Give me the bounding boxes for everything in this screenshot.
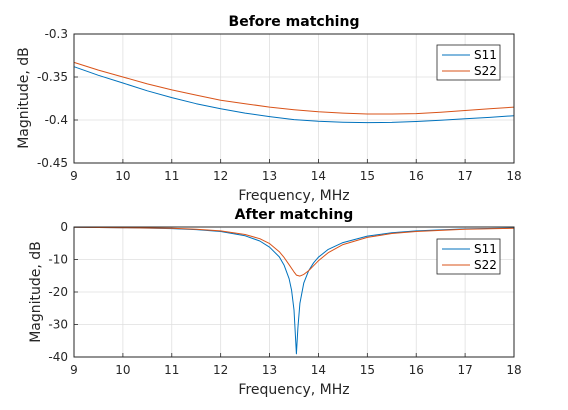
series-line-s22 xyxy=(73,226,515,277)
y-tick-label: -0.45 xyxy=(37,156,68,170)
legend-box xyxy=(436,238,501,275)
y-axis-label: Magnitude, dB xyxy=(28,241,44,343)
x-tick-label: 16 xyxy=(409,169,424,183)
x-axis-label: Frequency, MHz xyxy=(238,382,349,398)
x-tick-label: 10 xyxy=(115,363,130,377)
series-lines xyxy=(73,61,515,124)
x-tick-label: 9 xyxy=(70,169,78,183)
legend-label-s22: S22 xyxy=(474,258,497,272)
x-tick-label: 12 xyxy=(213,169,228,183)
y-tick-label: -40 xyxy=(48,350,68,364)
x-tick-labels: 9 10 11 12 13 14 15 16 17 18 xyxy=(70,169,521,183)
legend: S11 S22 xyxy=(436,238,501,275)
axes-box xyxy=(73,226,515,358)
x-tick-label: 16 xyxy=(409,363,424,377)
x-tick-label: 14 xyxy=(311,169,326,183)
y-tick-label: -20 xyxy=(48,285,68,299)
y-tick-labels: 0 -10 -20 -30 -40 xyxy=(48,220,68,364)
legend-label-s22: S22 xyxy=(474,64,497,78)
series-lines xyxy=(73,226,515,355)
x-tick-label: 13 xyxy=(262,169,277,183)
x-tick-label: 17 xyxy=(457,169,472,183)
chart-title: After matching xyxy=(235,207,354,223)
x-axis-label: Frequency, MHz xyxy=(238,188,349,204)
axes-box xyxy=(73,33,515,164)
series-line-s11 xyxy=(73,66,515,124)
y-tick-label: 0 xyxy=(60,220,68,234)
x-tick-label: 14 xyxy=(311,363,326,377)
x-tick-label: 17 xyxy=(457,363,472,377)
legend-box xyxy=(436,44,501,81)
y-tick-label: -0.4 xyxy=(45,113,68,127)
x-tick-label: 15 xyxy=(360,363,375,377)
chart-title: Before matching xyxy=(229,14,360,30)
x-tick-label: 9 xyxy=(70,363,78,377)
x-tick-label: 12 xyxy=(213,363,228,377)
x-tick-labels: 9 10 11 12 13 14 15 16 17 18 xyxy=(70,363,521,377)
x-tick-label: 18 xyxy=(506,169,521,183)
legend-label-s11: S11 xyxy=(474,48,497,62)
x-tick-label: 15 xyxy=(360,169,375,183)
x-tick-label: 11 xyxy=(164,169,179,183)
x-tick-label: 11 xyxy=(164,363,179,377)
x-tick-label: 10 xyxy=(115,169,130,183)
x-tick-label: 18 xyxy=(506,363,521,377)
bottom-plot: 9 10 11 12 13 14 15 16 17 18 0 -10 -20 -30 -40 After … xyxy=(28,207,522,398)
y-tick-label: -0.3 xyxy=(45,27,68,41)
y-tick-label: -0.35 xyxy=(37,70,68,84)
legend-label-s11: S11 xyxy=(474,242,497,256)
legend: S11 S22 xyxy=(436,44,501,81)
y-tick-label: -10 xyxy=(48,253,68,267)
series-line-s11 xyxy=(73,226,515,355)
x-tick-label: 13 xyxy=(262,363,277,377)
top-plot: 9 10 11 12 13 14 15 16 17 18 -0.3 -0.35 -0.4 -0.45 B… xyxy=(16,14,522,204)
series-line-s22 xyxy=(73,61,515,115)
y-tick-labels: -0.3 -0.35 -0.4 -0.45 xyxy=(37,27,68,170)
y-tick-label: -30 xyxy=(48,318,68,332)
y-axis-label: Magnitude, dB xyxy=(16,47,32,149)
